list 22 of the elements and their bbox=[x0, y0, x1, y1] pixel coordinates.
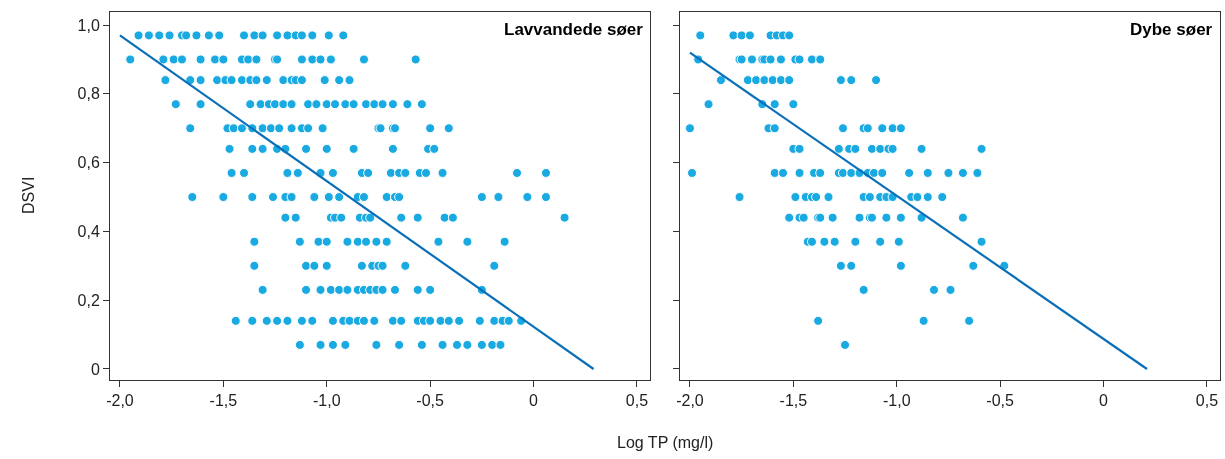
y-axis-title: DSVI bbox=[20, 176, 37, 214]
x-tick-label: -1,0 bbox=[312, 392, 341, 410]
y-tick-label: 1,0 bbox=[77, 16, 100, 34]
x-tick-label: -1,5 bbox=[209, 392, 238, 410]
x-tick-label: -1,5 bbox=[779, 392, 808, 410]
y-tick-label: 0,4 bbox=[77, 223, 100, 241]
y-tick-label: 0,8 bbox=[77, 85, 100, 103]
x-tick-label: -1,0 bbox=[882, 392, 911, 410]
x-tick-label: 0 bbox=[529, 392, 539, 410]
x-tick-label: 0,5 bbox=[625, 392, 649, 410]
text: Dybe søer bbox=[1130, 20, 1213, 39]
y-tick-label: 0,6 bbox=[77, 154, 100, 172]
x-tick-label: -2,0 bbox=[676, 392, 704, 410]
y-tick-label: 0 bbox=[90, 360, 100, 378]
x-tick-label: 0,5 bbox=[1195, 392, 1219, 410]
x-tick-label: -0,5 bbox=[416, 392, 445, 410]
x-axis-title: Log TP (mg/l) bbox=[617, 434, 714, 451]
x-tick-label: -0,5 bbox=[986, 392, 1015, 410]
x-tick-label: 0 bbox=[1099, 392, 1109, 410]
x-tick-label: -2,0 bbox=[106, 392, 134, 410]
text: Lavvandede søer bbox=[504, 20, 644, 39]
y-tick-label: 0,2 bbox=[77, 291, 100, 309]
